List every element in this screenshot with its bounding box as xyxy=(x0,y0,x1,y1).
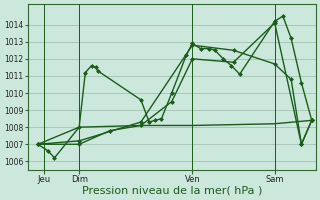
X-axis label: Pression niveau de la mer( hPa ): Pression niveau de la mer( hPa ) xyxy=(82,186,262,196)
